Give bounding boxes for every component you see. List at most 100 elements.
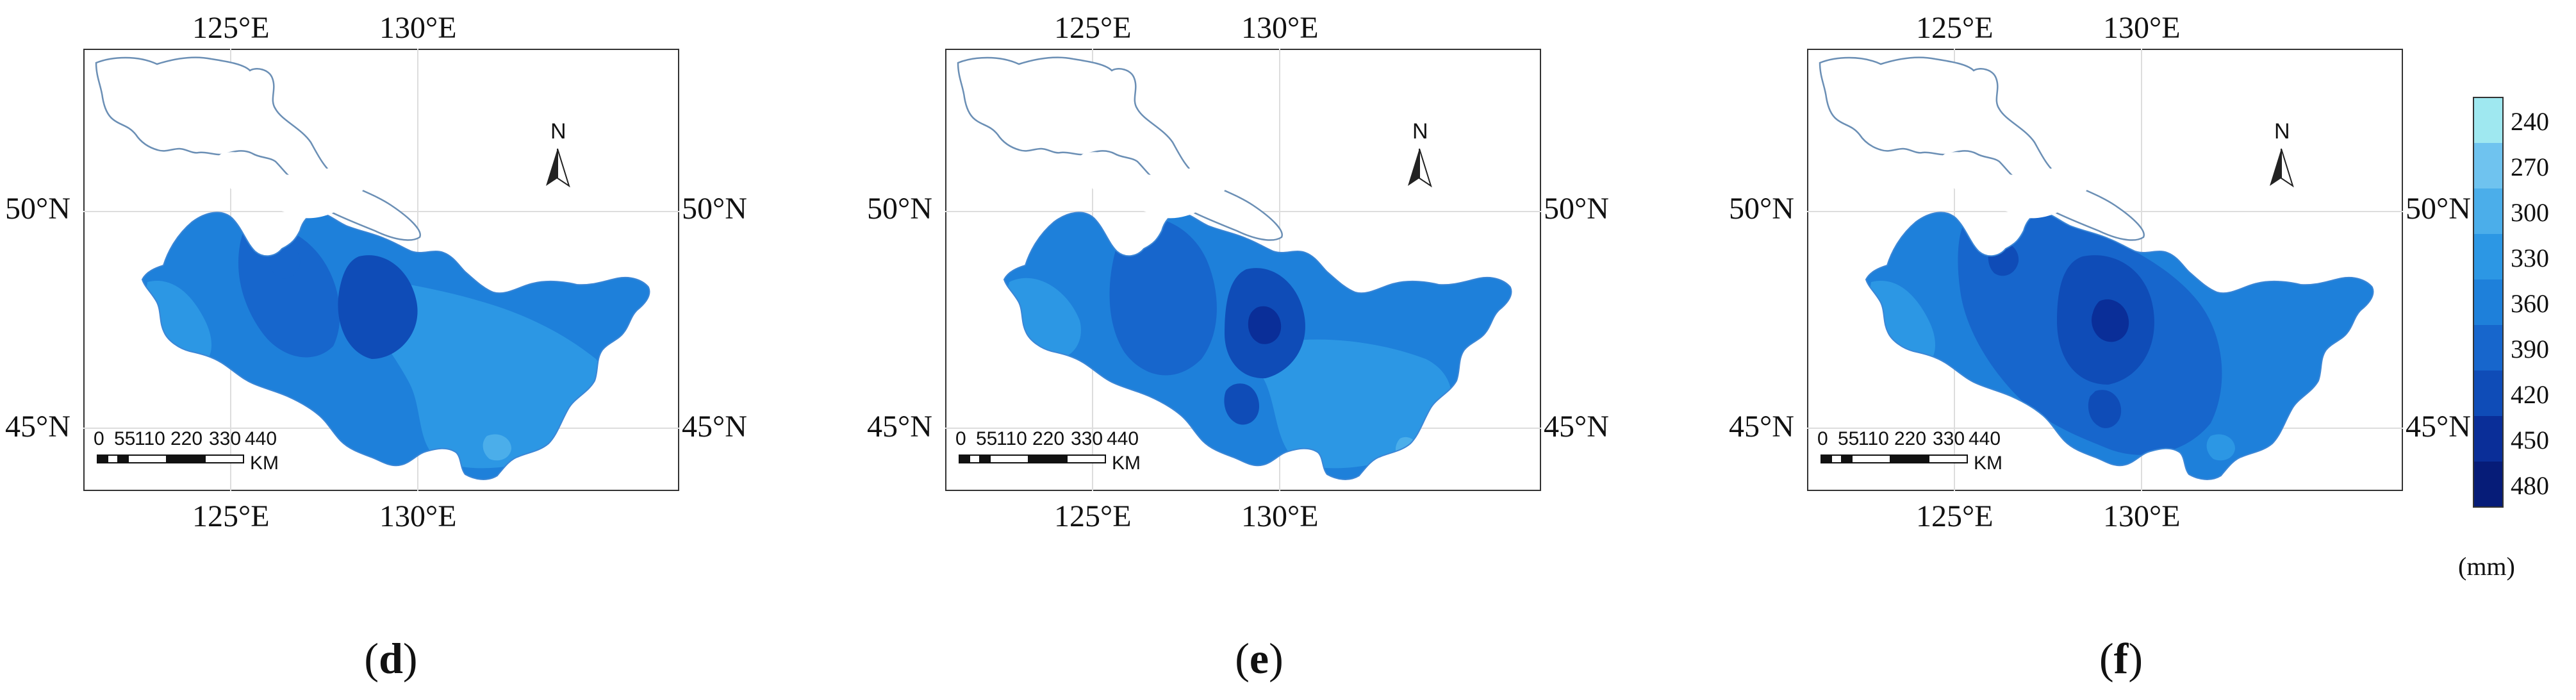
scale-bar-segment [1890, 454, 1929, 463]
latitude-label-left-50: 50°N [5, 192, 70, 226]
scale-bar-segment [1028, 454, 1068, 463]
northern-region-outline [1819, 56, 2145, 241]
scale-bar-segment [969, 454, 980, 463]
precip-zone-390 [1109, 217, 1217, 376]
scale-bar-tick-label: 330 [1071, 428, 1103, 449]
scale-bar-tick-label: 55 [976, 428, 998, 449]
scale-bar-segment [1928, 454, 1968, 463]
latitude-label-left-50: 50°N [867, 192, 932, 226]
north-arrow-label: N [2274, 119, 2290, 144]
longitude-label-bottom-125: 125°E [1916, 499, 1994, 533]
precip-zone-330 [359, 276, 605, 469]
legend-swatch-330 [2473, 234, 2503, 279]
scale-bar-tick-label: 220 [170, 428, 203, 449]
scale-bar-tick-label: 330 [1933, 428, 1965, 449]
panel-label-close-paren: ) [2128, 634, 2143, 683]
latitude-label-right-45: 45°N [682, 410, 747, 444]
legend-swatch-240 [2473, 97, 2503, 143]
legend-value-label: 300 [2511, 198, 2549, 227]
north-arrow-icon [546, 148, 570, 188]
precip-zone-390 [238, 226, 340, 358]
longitude-label-bottom-125: 125°E [1054, 499, 1132, 533]
scale-bar-segment [1851, 454, 1891, 463]
legend-value-label: 330 [2511, 244, 2549, 272]
legend-value-label: 420 [2511, 380, 2549, 409]
north-arrow-label: N [1412, 119, 1428, 144]
scale-bar-segment [959, 454, 970, 463]
legend-value-label: 450 [2511, 426, 2549, 454]
legend-swatch-480 [2473, 462, 2503, 507]
precipitation-region [1866, 212, 2374, 479]
map-svg [945, 49, 1541, 491]
legend-colorbar [2473, 97, 2504, 508]
legend-unit-label: (mm) [2458, 552, 2515, 581]
precipitation-region [1004, 212, 1512, 479]
scale-bar-segment [128, 454, 167, 463]
legend-swatch-300 [2473, 188, 2503, 234]
scale-bar [97, 454, 244, 463]
scale-bar-tick-label: 55 [1838, 428, 1860, 449]
precip-zone-450 [2092, 299, 2129, 342]
precip-zone-420 [2088, 390, 2122, 428]
scale-bar-tick-label: 110 [1858, 428, 1889, 449]
legend-swatch-270 [2473, 143, 2503, 188]
panel-label-letter: e [1249, 634, 1269, 683]
northern-region-outline [95, 56, 421, 241]
scale-bar-tick-label: 220 [1894, 428, 1927, 449]
longitude-label-bottom-130: 130°E [1241, 499, 1319, 533]
map-svg [1807, 49, 2403, 491]
panel-label-close-paren: ) [1269, 634, 1284, 683]
legend-swatch-390 [2473, 325, 2503, 371]
precip-zone-330 [2206, 434, 2235, 461]
scale-bar-segment [1831, 454, 1842, 463]
map-svg [83, 49, 679, 491]
latitude-label-right-45: 45°N [2406, 410, 2471, 444]
scale-bar-tick-label: 55 [114, 428, 136, 449]
northern-region-outline [957, 56, 1283, 241]
panel-label: (d) [352, 633, 429, 684]
map-panel-d: 125°E 130°E 125°E 130°E 50°N 45°N 50°N 4… [0, 0, 833, 700]
latitude-label-left-45: 45°N [1729, 410, 1794, 444]
lake-hole [1077, 152, 1229, 219]
longitude-label-top-130: 130°E [2103, 11, 2181, 45]
scale-bar-tick-label: 0 [1817, 428, 1828, 449]
latitude-label-left-45: 45°N [867, 410, 932, 444]
scale-bar-tick-label: 440 [1969, 428, 2001, 449]
panel-label: (f) [2083, 633, 2159, 684]
north-arrow-label: N [550, 119, 566, 144]
lake-hole [1938, 152, 2091, 219]
legend-swatch-360 [2473, 279, 2503, 325]
scale-bar-tick-label: 220 [1032, 428, 1065, 449]
scale-bar-tick-label: 110 [135, 428, 165, 449]
panel-label-open-paren: ( [364, 634, 379, 683]
panel-label-open-paren: ( [1235, 634, 1250, 683]
legend-value-label: 270 [2511, 153, 2549, 181]
longitude-label-top-125: 125°E [192, 11, 270, 45]
map-panel-f: 125°E 130°E 125°E 130°E 50°N 45°N 50°N 4… [1724, 0, 2557, 700]
latitude-label-left-45: 45°N [5, 410, 70, 444]
scale-bar-tick-label: 440 [245, 428, 277, 449]
scale-bar-segment [1821, 454, 1832, 463]
scale-bar-segment [989, 454, 1029, 463]
longitude-label-bottom-125: 125°E [192, 499, 270, 533]
longitude-label-top-125: 125°E [1916, 11, 1994, 45]
scale-bar [959, 454, 1106, 463]
latitude-label-right-50: 50°N [1544, 192, 1609, 226]
panel-label-letter: f [2113, 634, 2129, 683]
longitude-label-bottom-130: 130°E [2103, 499, 2181, 533]
scale-bar-tick-label: 0 [955, 428, 966, 449]
scale-bar-segment [1066, 454, 1106, 463]
precipitation-region [142, 212, 650, 479]
latitude-label-right-50: 50°N [682, 192, 747, 226]
scale-bar-unit: KM [1112, 453, 1141, 474]
lake-hole [215, 152, 367, 219]
scale-bar-tick-label: 110 [996, 428, 1027, 449]
longitude-label-bottom-130: 130°E [379, 499, 457, 533]
precip-zone-420 [338, 255, 418, 359]
latitude-label-right-50: 50°N [2406, 192, 2471, 226]
scale-bar-tick-label: 0 [94, 428, 104, 449]
scale-bar-tick-label: 330 [209, 428, 242, 449]
map-panel-e: 125°E 130°E 125°E 130°E 50°N 45°N 50°N 4… [862, 0, 1695, 700]
legend-value-label: 240 [2511, 107, 2549, 136]
precip-zone-420 [1224, 383, 1259, 425]
